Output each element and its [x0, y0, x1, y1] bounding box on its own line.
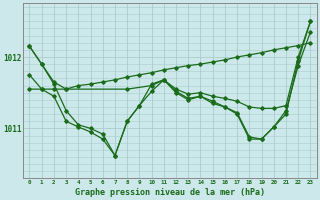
X-axis label: Graphe pression niveau de la mer (hPa): Graphe pression niveau de la mer (hPa) — [75, 188, 265, 197]
